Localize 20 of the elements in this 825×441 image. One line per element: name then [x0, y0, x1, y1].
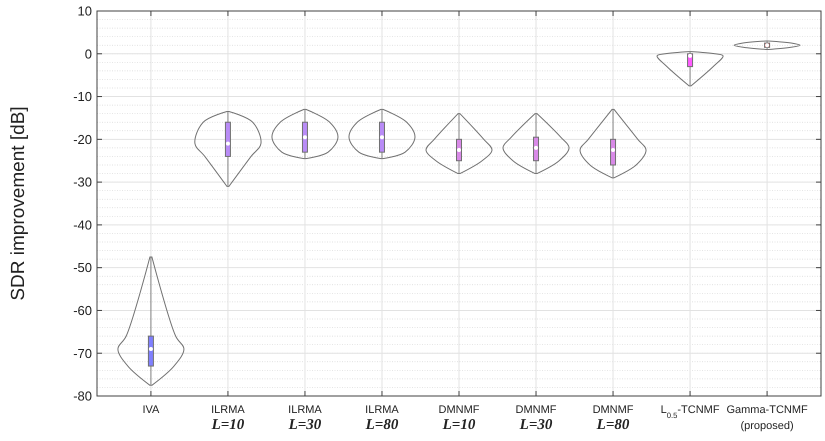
y-axis-title: SDR improvement [dB]: [8, 106, 29, 301]
x-tick-label: IVA: [142, 404, 160, 416]
y-tick-label: -20: [73, 132, 92, 147]
y-tick-label: -60: [73, 302, 92, 318]
x-tick-label: L$_{0.5}$-TCNMF: [660, 404, 720, 420]
y-tick-label: -40: [73, 217, 92, 232]
x-tick-label: DMNMF L=80: [592, 404, 634, 433]
y-tick-label: -30: [73, 174, 92, 190]
x-tick-label: ILRMA L=10: [210, 404, 246, 433]
x-tick-label: ILRMA L=30: [288, 404, 322, 433]
x-tick-label: DMNMF L=10: [438, 404, 480, 433]
y-tick-label: -80: [73, 388, 92, 404]
y-tick-label: -50: [73, 260, 92, 276]
y-tick-label: -70: [73, 346, 92, 361]
x-tick-label: Gamma-TCNMF (proposed): [726, 404, 808, 432]
y-tick-label: -10: [73, 89, 92, 104]
y-tick-label: 10: [78, 4, 92, 19]
x-tick-label: ILRMA L=80: [364, 404, 400, 433]
x-tick-label: DMNMF L=30: [516, 404, 557, 433]
y-tick-label: 0: [84, 46, 92, 62]
